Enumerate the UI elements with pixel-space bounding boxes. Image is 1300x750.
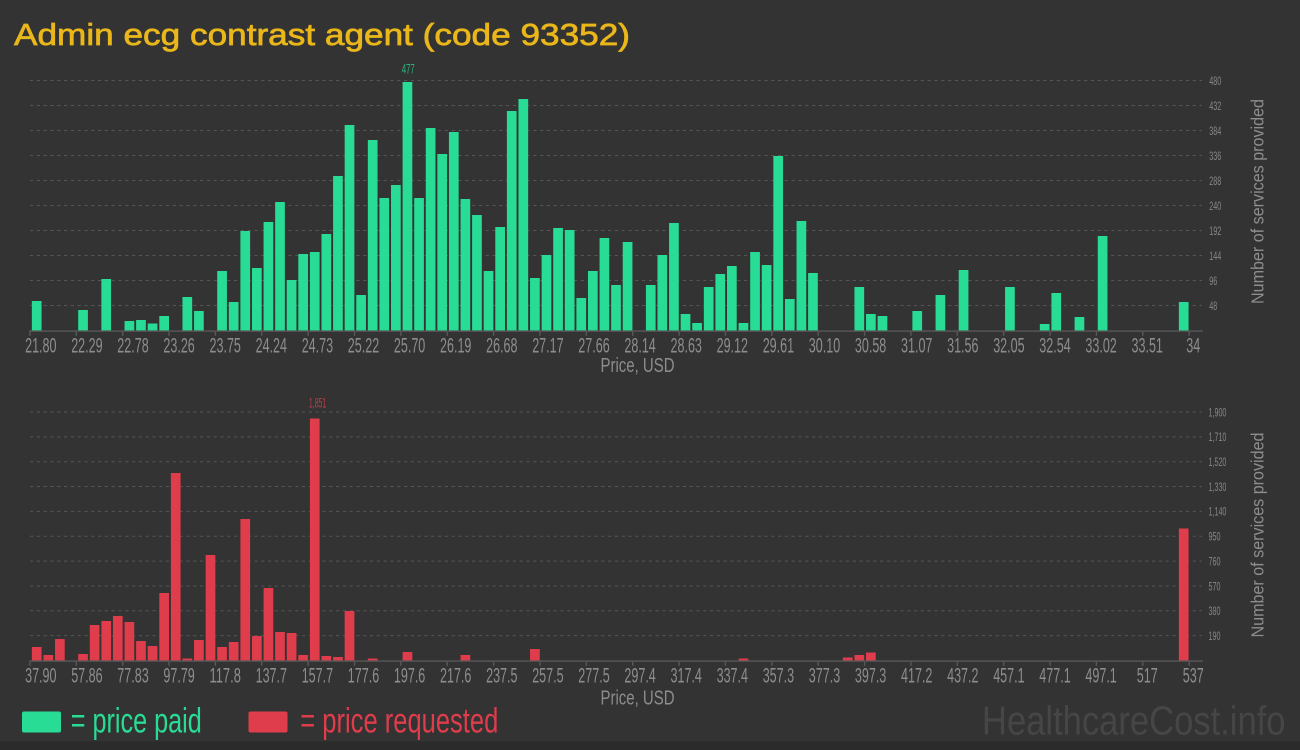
svg-text:26.68: 26.68 [486,334,517,357]
svg-text:384: 384 [1209,124,1221,138]
svg-text:57.86: 57.86 [71,664,102,687]
svg-text:24.73: 24.73 [302,334,333,357]
svg-text:HealthcareCost.info: HealthcareCost.info [982,698,1286,744]
svg-text:317.4: 317.4 [671,664,703,687]
svg-text:336: 336 [1209,149,1221,163]
svg-text:29.61: 29.61 [763,334,794,357]
svg-text:24.24: 24.24 [256,334,288,357]
svg-text:257.5: 257.5 [532,664,563,687]
svg-text:33.51: 33.51 [1132,334,1163,357]
svg-text:217.6: 217.6 [440,664,471,687]
svg-text:27.17: 27.17 [532,334,563,357]
svg-text:23.75: 23.75 [210,334,241,357]
svg-text:288: 288 [1209,174,1221,188]
svg-text:137.7: 137.7 [256,664,287,687]
svg-text:190: 190 [1209,629,1221,643]
svg-text:Number of services provided: Number of services provided [1248,433,1268,638]
svg-text:26.19: 26.19 [440,334,471,357]
svg-text:377.3: 377.3 [809,664,840,687]
svg-text:1,140: 1,140 [1209,505,1227,519]
svg-text:337.4: 337.4 [717,664,749,687]
svg-text:30.58: 30.58 [855,334,886,357]
svg-text:Number of services provided: Number of services provided [1248,99,1268,304]
svg-text:192: 192 [1209,224,1221,238]
svg-text:37.90: 37.90 [25,664,56,687]
svg-text:497.1: 497.1 [1085,664,1116,687]
svg-text:177.6: 177.6 [348,664,379,687]
svg-text:760: 760 [1209,554,1221,568]
svg-text:417.2: 417.2 [901,664,932,687]
svg-text:432: 432 [1209,99,1221,113]
svg-text:357.3: 357.3 [763,664,794,687]
svg-text:157.7: 157.7 [302,664,333,687]
svg-text:48: 48 [1209,299,1217,313]
svg-text:297.4: 297.4 [624,664,656,687]
svg-text:96: 96 [1209,274,1217,288]
svg-text:477: 477 [402,60,415,76]
svg-text:397.3: 397.3 [855,664,886,687]
svg-text:517: 517 [1137,664,1158,687]
svg-text:437.2: 437.2 [947,664,978,687]
svg-text:197.6: 197.6 [394,664,425,687]
svg-text:480: 480 [1209,74,1221,88]
svg-text:240: 240 [1209,199,1221,213]
svg-text:31.07: 31.07 [901,334,932,357]
svg-text:277.5: 277.5 [578,664,609,687]
svg-text:Price, USD: Price, USD [601,355,675,377]
svg-text:537: 537 [1183,664,1204,687]
svg-text:31.56: 31.56 [947,334,978,357]
svg-text:1,710: 1,710 [1209,430,1227,444]
svg-text:1,520: 1,520 [1209,455,1227,469]
svg-text:22.78: 22.78 [117,334,148,357]
svg-text:457.1: 457.1 [993,664,1024,687]
svg-text:77.83: 77.83 [117,664,148,687]
svg-text:1,851: 1,851 [309,395,326,411]
svg-text:144: 144 [1209,249,1221,263]
svg-text:21.80: 21.80 [25,334,56,357]
svg-text:28.14: 28.14 [624,334,656,357]
svg-text:28.63: 28.63 [671,334,702,357]
svg-text:27.66: 27.66 [578,334,609,357]
svg-text:380: 380 [1209,604,1221,618]
svg-text:25.22: 25.22 [348,334,379,357]
svg-text:1,900: 1,900 [1209,405,1227,419]
svg-text:23.26: 23.26 [163,334,194,357]
svg-text:117.8: 117.8 [210,664,241,687]
svg-text:570: 570 [1209,579,1221,593]
svg-text:97.79: 97.79 [163,664,194,687]
svg-text:22.29: 22.29 [71,334,102,357]
svg-text:25.70: 25.70 [394,334,425,357]
svg-text:1,330: 1,330 [1209,480,1227,494]
svg-text:29.12: 29.12 [717,334,748,357]
svg-text:950: 950 [1209,530,1221,544]
svg-text:477.1: 477.1 [1039,664,1070,687]
svg-text:Price, USD: Price, USD [601,688,675,710]
svg-text:30.10: 30.10 [809,334,840,357]
svg-text:= price requested: = price requested [300,702,498,741]
svg-text:237.5: 237.5 [486,664,517,687]
svg-text:34: 34 [1186,334,1200,357]
svg-text:32.05: 32.05 [993,334,1024,357]
svg-text:Admin ecg contrast agent (code: Admin ecg contrast agent (code 93352) [14,17,630,52]
svg-text:33.02: 33.02 [1085,334,1116,357]
svg-text:32.54: 32.54 [1039,334,1071,357]
svg-text:= price paid: = price paid [71,702,202,741]
